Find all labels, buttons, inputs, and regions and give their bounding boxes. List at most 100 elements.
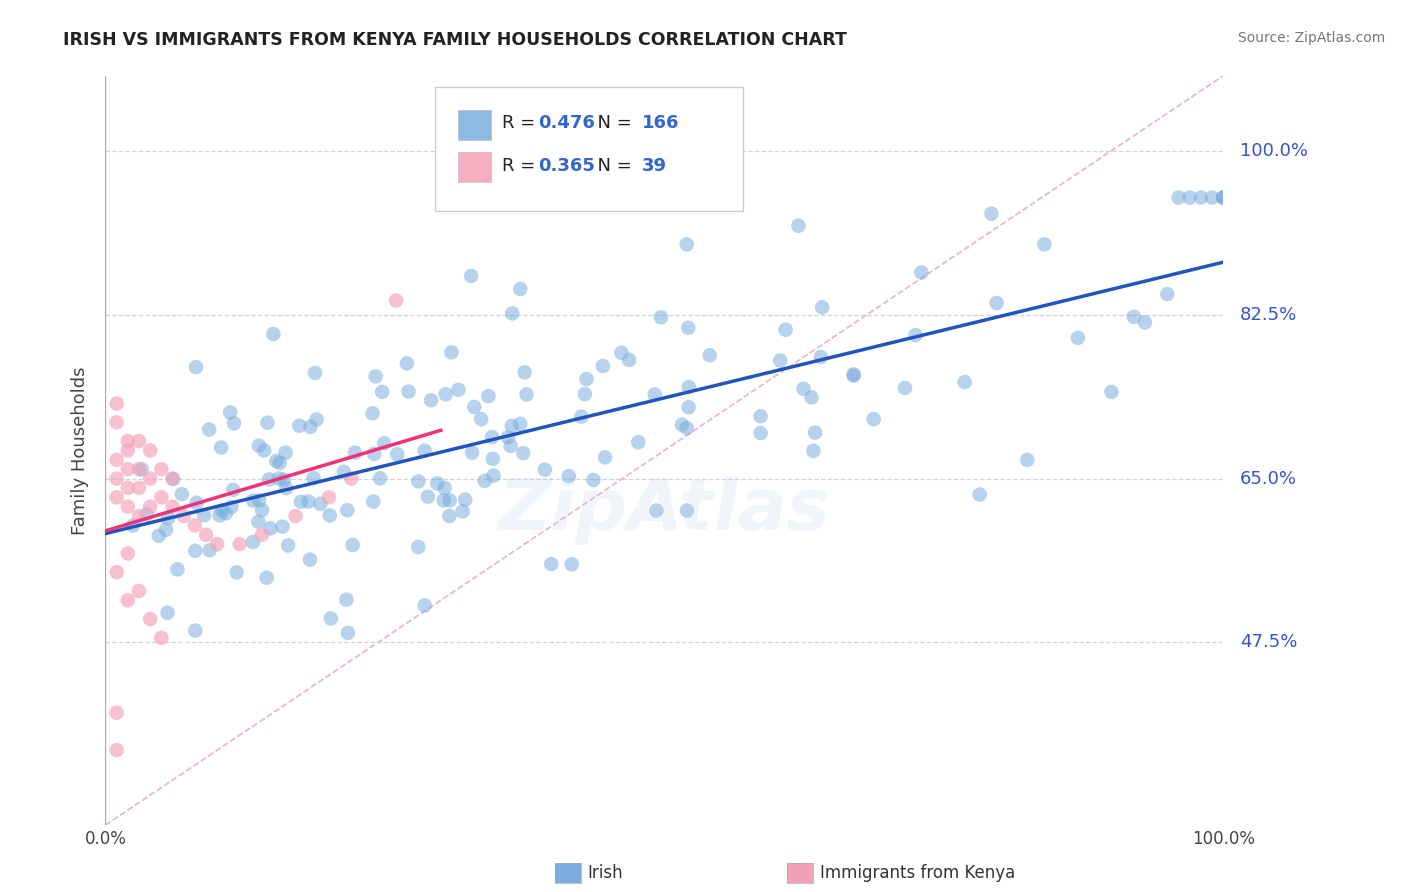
Point [463, 400, 485, 414]
Point [253, 443, 276, 458]
Point [117, 593, 139, 607]
Point [105, 452, 128, 467]
Text: Source: ZipAtlas.com: Source: ZipAtlas.com [1237, 31, 1385, 45]
Point [416, 490, 439, 504]
Point [1212, 191, 1234, 205]
Point [259, 521, 281, 535]
Point [842, 368, 865, 383]
Point [228, 537, 250, 551]
Point [501, 306, 523, 320]
Point [117, 481, 139, 495]
Point [150, 462, 173, 476]
Point [558, 469, 581, 483]
Point [986, 296, 1008, 310]
Point [811, 301, 834, 315]
Point [408, 475, 430, 489]
Point [910, 266, 932, 280]
Point [284, 508, 307, 523]
Point [671, 417, 693, 432]
Point [678, 380, 700, 394]
Point [842, 368, 865, 382]
Point [209, 441, 232, 455]
Point [787, 219, 810, 233]
Point [561, 558, 583, 572]
Point [474, 474, 496, 488]
Point [305, 412, 328, 426]
Point [792, 382, 814, 396]
Point [186, 496, 208, 510]
Point [139, 471, 162, 485]
Point [627, 435, 650, 450]
Point [1067, 331, 1090, 345]
Point [288, 418, 311, 433]
Point [426, 476, 449, 491]
Point [678, 320, 700, 334]
Point [150, 490, 173, 504]
FancyBboxPatch shape [457, 153, 491, 182]
Point [413, 599, 436, 613]
Point [184, 360, 207, 375]
Point [1212, 191, 1234, 205]
Point [208, 508, 231, 523]
Point [501, 419, 523, 434]
Point [256, 416, 278, 430]
Point [364, 369, 387, 384]
Point [135, 508, 157, 522]
Text: Irish: Irish [588, 864, 623, 882]
Point [276, 481, 298, 495]
Point [128, 583, 150, 598]
Point [413, 443, 436, 458]
Point [166, 562, 188, 576]
Point [105, 743, 128, 757]
Point [385, 447, 408, 461]
Point [513, 365, 536, 379]
Point [128, 508, 150, 523]
Point [195, 528, 218, 542]
Point [676, 421, 699, 435]
Point [1167, 191, 1189, 205]
Point [904, 328, 927, 343]
Point [481, 430, 503, 444]
Point [610, 346, 633, 360]
Point [533, 463, 555, 477]
Point [676, 503, 699, 517]
Point [205, 537, 228, 551]
Point [749, 409, 772, 424]
Text: 47.5%: 47.5% [1240, 633, 1298, 651]
Text: 65.0%: 65.0% [1240, 469, 1296, 488]
Point [139, 500, 162, 514]
Point [953, 375, 976, 389]
Point [117, 434, 139, 449]
Point [361, 406, 384, 420]
Point [439, 493, 461, 508]
Point [184, 543, 207, 558]
Point [128, 434, 150, 449]
Point [1033, 237, 1056, 252]
Point [644, 387, 666, 401]
Point [363, 447, 385, 461]
Point [678, 401, 700, 415]
Point [509, 282, 531, 296]
Point [368, 471, 391, 485]
Point [269, 456, 291, 470]
Point [894, 381, 917, 395]
Point [373, 436, 395, 450]
Point [749, 425, 772, 440]
Point [131, 462, 153, 476]
Point [650, 310, 672, 325]
Point [128, 462, 150, 476]
Point [1189, 191, 1212, 205]
Point [105, 396, 128, 410]
Point [274, 446, 297, 460]
Text: R =: R = [502, 157, 541, 175]
Point [139, 443, 162, 458]
Point [592, 359, 614, 373]
Point [266, 454, 288, 468]
Point [117, 546, 139, 561]
Point [593, 450, 616, 465]
Point [117, 500, 139, 514]
Point [451, 504, 474, 518]
Text: 0.365: 0.365 [538, 157, 595, 175]
Point [247, 439, 270, 453]
Text: R =: R = [502, 114, 541, 132]
